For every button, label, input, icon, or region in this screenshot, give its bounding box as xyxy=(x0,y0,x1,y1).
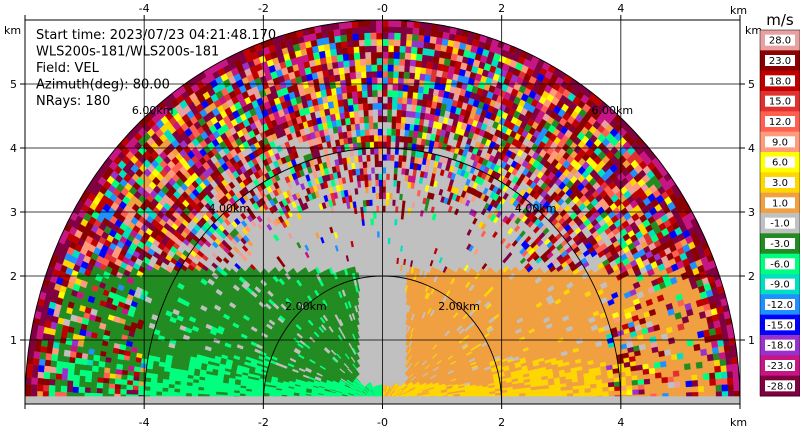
colorbar-label-bg xyxy=(765,258,795,270)
colorbar-label-bg xyxy=(765,339,795,351)
range-ring-label: 6.00km xyxy=(132,104,174,117)
y-tick-label-left: 3 xyxy=(10,206,17,219)
colorbar-label: -15.0 xyxy=(767,320,793,331)
y-tick-label-right: 3 xyxy=(748,206,755,219)
y-tick-label-right: 1 xyxy=(748,334,755,347)
colorbar-label-bg xyxy=(765,177,795,188)
range-ring-1 xyxy=(143,147,622,404)
range-ring-label: 4.00km xyxy=(209,202,251,215)
colorbar-label-bg xyxy=(765,55,795,66)
range-ring-0 xyxy=(262,275,503,404)
colorbar-label: 1.0 xyxy=(772,198,788,209)
x-tick-label-bottom: -4 xyxy=(139,416,150,429)
colorbar-label: 23.0 xyxy=(769,56,791,67)
y-tick-label-right: 2 xyxy=(748,270,755,283)
x-tick-label-bottom: -2 xyxy=(258,416,269,429)
colorbar-label-bg xyxy=(765,136,795,148)
colorbar-label: 6.0 xyxy=(772,158,788,169)
x-tick-label-top: 4 xyxy=(617,2,624,15)
colorbar-label-bg xyxy=(765,319,795,331)
colorbar-label: -9.0 xyxy=(770,280,790,291)
y-tick-label-right: 5 xyxy=(748,78,755,91)
y-tick-label-left: 5 xyxy=(10,78,17,91)
colorbar-label: -1.0 xyxy=(770,219,790,230)
x-tick-label-bottom: 2 xyxy=(498,416,505,429)
axis-ticks: -4 -4 -2 -2 -0 -0 2 2 4 4 1 1 2 2 3 3 4 4 5 5 km km km km xyxy=(4,2,762,429)
colorbar-label-bg xyxy=(765,299,795,310)
y-tick-label-left: 1 xyxy=(10,334,17,347)
colorbar-label: 28.0 xyxy=(769,36,791,47)
colorbar-label: -3.0 xyxy=(770,239,790,250)
colorbar-label: -6.0 xyxy=(770,259,790,270)
velocity-data-layer xyxy=(25,20,740,404)
colorbar-label: 3.0 xyxy=(772,178,788,189)
colorbar-label: 15.0 xyxy=(769,97,791,108)
range-ring-label: 2.00km xyxy=(438,300,480,313)
info-line: Start time: 2023/07/23 04:21:48.170 xyxy=(36,28,276,43)
info-line: NRays: 180 xyxy=(36,94,110,109)
x-tick-label-top: -2 xyxy=(258,2,269,15)
colorbar-label-bg xyxy=(765,238,795,249)
colorbar-frame xyxy=(759,29,800,397)
colorbar-label: 9.0 xyxy=(772,137,788,148)
x-axis-unit-top: km xyxy=(730,4,747,17)
colorbar-label-bg xyxy=(765,116,795,127)
colorbar-label-bg xyxy=(765,278,795,290)
colorbar-label: -12.0 xyxy=(767,300,793,311)
colorbar-label: 18.0 xyxy=(769,76,791,87)
colorbar-label: -18.0 xyxy=(767,341,793,352)
colorbar-label-bg xyxy=(765,34,795,46)
colorbar-label-bg xyxy=(765,217,795,229)
colorbar-label-bg xyxy=(765,95,795,107)
grid-lines xyxy=(25,20,740,404)
info-line: Field: VEL xyxy=(36,61,100,76)
colorbar-label-bg xyxy=(765,360,795,371)
range-ring-label: 2.00km xyxy=(285,300,327,313)
y-axis-unit-right: km xyxy=(745,24,762,37)
colorbar-unit: m/s xyxy=(766,11,794,29)
y-tick-label-right: 4 xyxy=(748,142,755,155)
colorbar-label: 12.0 xyxy=(769,117,791,128)
colorbar-label-bg xyxy=(765,75,795,87)
y-tick-label-left: 2 xyxy=(10,270,17,283)
velocity-bins-group-16 xyxy=(63,96,675,389)
y-tick-label-left: 4 xyxy=(10,142,17,155)
x-tick-label-bottom: 4 xyxy=(617,416,624,429)
range-ring-label: 4.00km xyxy=(515,202,557,215)
x-axis-unit-bottom: km xyxy=(730,416,747,429)
range-ring-label: 6.00km xyxy=(592,104,634,117)
colorbar-label: -28.0 xyxy=(767,381,793,392)
info-line: WLS200s-181/WLS200s-181 xyxy=(36,45,219,60)
x-tick-label-bottom: -0 xyxy=(377,416,388,429)
colorbar-label: -23.0 xyxy=(767,361,793,372)
colorbar-label-bg xyxy=(765,197,795,209)
x-tick-label-top: -0 xyxy=(377,2,388,15)
range-ring-labels: 2.00km 2.00km 4.00km 4.00km 6.00km 6.00km xyxy=(132,104,633,313)
x-tick-label-top: 2 xyxy=(498,2,505,15)
info-line: Azimuth(deg): 80.00 xyxy=(36,78,170,93)
colorbar: m/s 28.0 23.0 18.0 15.0 12.0 9.0 6.0 3.0 1.0 -1.0 -… xyxy=(759,11,800,397)
colorbar-label-bg xyxy=(765,156,795,168)
info-text-block: Start time: 2023/07/23 04:21:48.170 WLS20… xyxy=(36,28,276,109)
range-ring-2 xyxy=(25,20,740,404)
colorbar-label-bg xyxy=(765,380,795,392)
y-axis-unit-left: km xyxy=(4,24,21,37)
x-tick-label-top: -4 xyxy=(139,2,150,15)
range-rings xyxy=(25,20,740,404)
